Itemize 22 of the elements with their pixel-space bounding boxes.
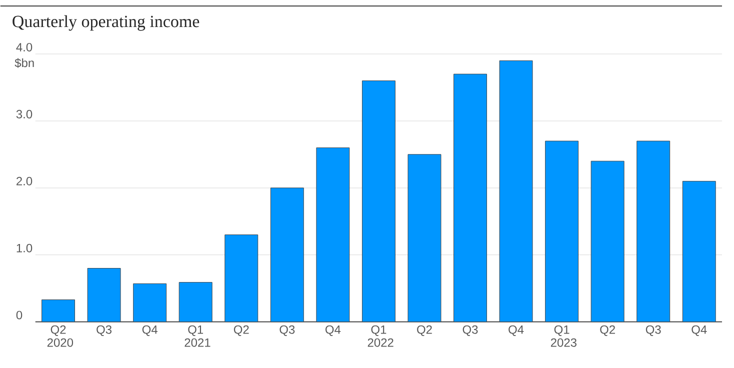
x-tick-label: Q1 2023	[550, 325, 576, 347]
y-tick-label: 3.0	[16, 110, 32, 119]
x-tick-label: Q3	[280, 325, 295, 336]
y-tick-label: 2.0	[16, 176, 32, 186]
x-tick-label: Q2 2020	[47, 325, 74, 347]
y-axis-title: $bn	[14, 58, 34, 68]
x-tick-label: Q2	[600, 325, 615, 336]
x-tick-label: Q4	[142, 325, 158, 336]
y-tick-label: 4.0	[16, 43, 32, 52]
x-tick-label: Q2	[234, 325, 249, 336]
x-tick-label: Q1 2021	[184, 325, 210, 347]
x-tick-label: Q4	[325, 325, 341, 336]
chart-title: Quarterly operating income	[12, 15, 200, 31]
x-tick-label: Q1 2022	[368, 325, 394, 347]
x-tick-label: Q4	[692, 325, 707, 336]
x-tick-label: Q4	[508, 325, 524, 336]
x-tick-label: Q3	[646, 325, 661, 336]
y-tick-label: 0	[16, 310, 22, 320]
y-tick-label: 1.0	[16, 244, 32, 252]
x-tick-label: Q2	[417, 325, 432, 336]
x-tick-label: Q3	[462, 325, 478, 336]
x-tick-label: Q3	[96, 325, 112, 336]
